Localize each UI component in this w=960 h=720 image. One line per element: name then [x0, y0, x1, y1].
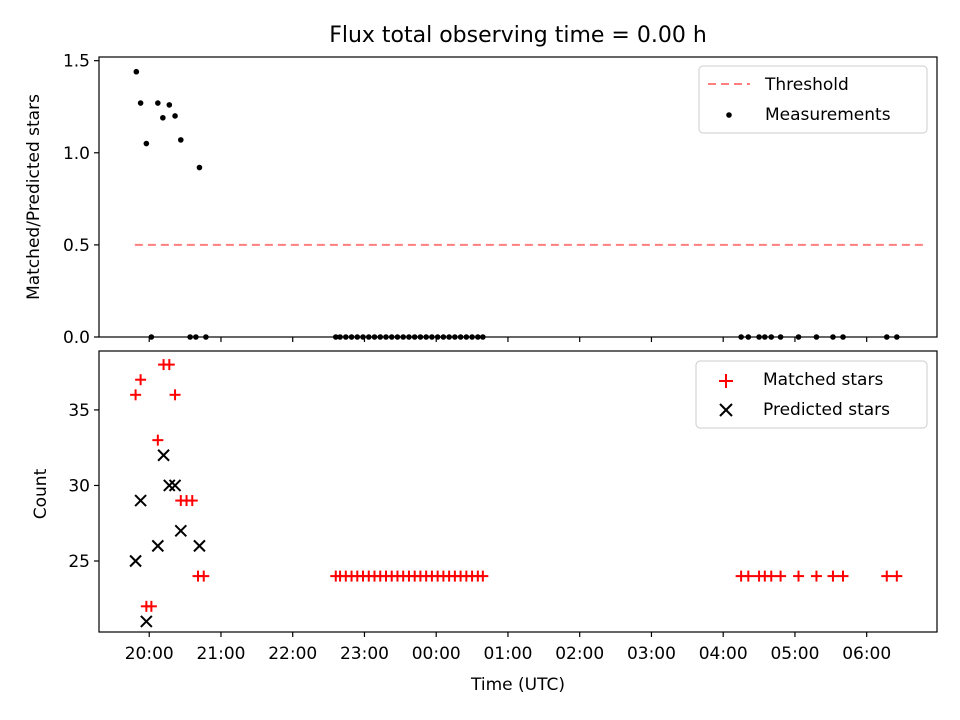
predicted-point	[174, 524, 187, 537]
predicted-point	[193, 539, 206, 553]
legend-matched-swatch	[719, 374, 733, 388]
count-plot-area	[129, 359, 903, 628]
ratio-y-ticks: 0.0 0.5 1.0 1.5	[63, 52, 99, 348]
matched-point	[152, 434, 164, 446]
x-tick-label: 00:00	[412, 644, 461, 664]
measurement-point	[160, 114, 166, 121]
legend-measurements-label: Measurements	[765, 105, 891, 125]
measurement-point	[172, 113, 178, 119]
x-tick-label: 22:00	[268, 644, 317, 664]
y-tick-label: 1.0	[63, 144, 90, 164]
matched-point	[837, 570, 849, 582]
x-tick-label: 03:00	[627, 644, 676, 664]
matched-point	[765, 570, 777, 582]
matched-point	[891, 570, 903, 582]
measurement-point	[177, 137, 184, 143]
predicted-point	[157, 449, 170, 462]
x-tick-label: 01:00	[483, 644, 532, 664]
ratio-y-axis-label: Matched/Predicted stars	[24, 94, 44, 300]
matched-point	[810, 570, 822, 582]
matched-point	[130, 389, 142, 401]
matched-point	[827, 570, 839, 582]
y-tick-label: 0.5	[63, 236, 90, 256]
matched-point	[145, 600, 157, 612]
y-tick-label: 30	[68, 476, 90, 496]
ratio-plot-area	[133, 68, 925, 340]
measurement-point	[137, 100, 144, 106]
legend-threshold-label: Threshold	[764, 75, 849, 95]
count-x-ticks: 20:00 21:00 22:00 23:00 00:00 01:00 02:00 03:00…	[125, 632, 891, 664]
y-tick-label: 25	[68, 552, 90, 572]
measurement-point	[133, 68, 140, 75]
x-tick-label: 20:00	[125, 644, 174, 664]
matched-point	[135, 374, 147, 386]
count-legend-box	[695, 360, 928, 429]
ratio-legend: Threshold Measurements	[698, 65, 928, 134]
count-y-axis-label: Count	[31, 468, 51, 519]
matched-point	[775, 570, 787, 582]
matched-point	[163, 359, 175, 371]
predicted-point	[168, 479, 182, 492]
panel-count: 25 30 35 20:00 21:00 22:00 23:00 00:00 01:00 02:…	[31, 350, 938, 695]
legend-predicted-label: Predicted stars	[763, 400, 890, 420]
count-axes-frame	[98, 350, 938, 633]
y-tick-label: 35	[68, 401, 90, 421]
predicted-point	[134, 494, 147, 507]
x-tick-label: 05:00	[770, 644, 819, 664]
matched-point	[186, 495, 198, 507]
ratio-legend-box	[698, 65, 928, 134]
matched-point	[169, 389, 181, 401]
predicted-point	[151, 539, 165, 553]
matched-point	[198, 570, 210, 582]
legend-measurements-swatch	[726, 112, 732, 118]
panel-ratio: 0.0 0.5 1.0 1.5 Matched/Predicted stars Thr…	[24, 52, 938, 348]
matched-point	[793, 570, 805, 582]
ratio-axes-frame	[98, 56, 938, 338]
ratio-x-ticks	[148, 337, 868, 342]
measurement-point	[196, 164, 203, 171]
legend-predicted-swatch	[719, 403, 733, 417]
legend-matched-label: Matched stars	[763, 370, 883, 390]
predicted-point	[129, 554, 142, 568]
matched-point	[881, 570, 893, 582]
chart-title: Flux total observing time = 0.00 h	[329, 23, 707, 48]
measurement-point	[143, 140, 150, 147]
predicted-point	[140, 615, 153, 628]
measurement-point	[166, 102, 173, 108]
count-legend: Matched stars Predicted stars	[695, 360, 928, 429]
count-y-ticks: 25 30 35	[68, 401, 99, 572]
matched-point	[477, 570, 489, 582]
x-tick-label: 04:00	[699, 644, 748, 664]
x-tick-label: 06:00	[842, 644, 891, 664]
x-tick-label: 21:00	[196, 644, 245, 664]
y-tick-label: 1.5	[63, 52, 90, 72]
measurement-point	[155, 100, 161, 106]
x-axis-label: Time (UTC)	[470, 675, 565, 695]
matched-point	[742, 570, 754, 582]
predicted-point	[163, 479, 176, 492]
x-tick-label: 02:00	[555, 644, 604, 664]
y-tick-label: 0.0	[63, 328, 90, 348]
x-tick-label: 23:00	[340, 644, 389, 664]
